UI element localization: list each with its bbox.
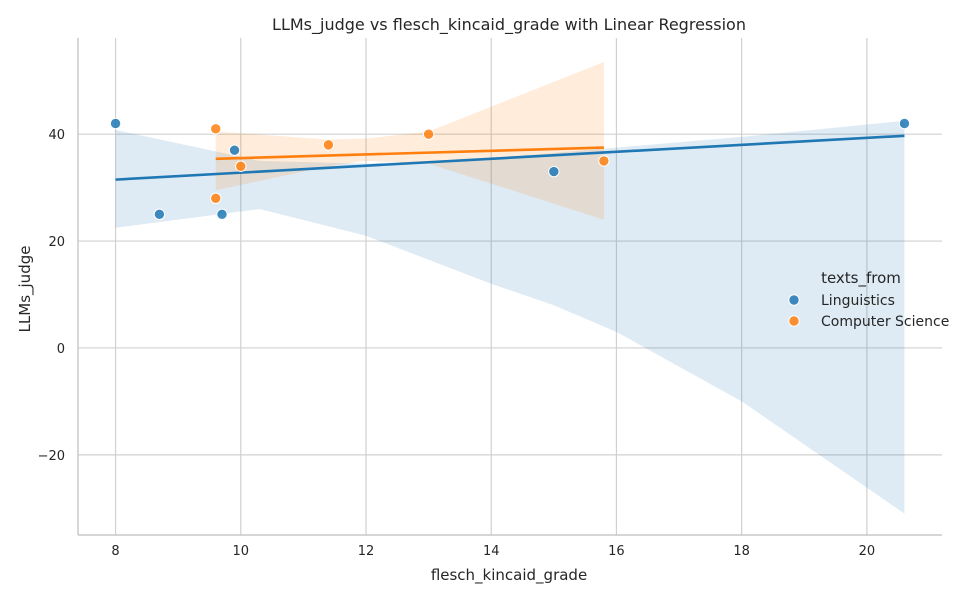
x-tick-label: 20 <box>859 544 876 559</box>
x-tick-label: 12 <box>358 544 375 559</box>
tick-labels: 8 10 12 14 16 18 20 −20 0 20 40 <box>38 128 876 559</box>
axes-spines <box>77 38 942 536</box>
grid-layer <box>78 38 942 535</box>
scatter-points <box>109 117 911 221</box>
x-tick-label: 14 <box>483 544 500 559</box>
linguistics-legend-label: Linguistics <box>821 293 895 309</box>
chart-title: LLMs_judge vs flesch_kincaid_grade with … <box>272 15 746 35</box>
linguistics-point <box>898 117 911 130</box>
regression-lines <box>115 134 905 181</box>
y-tick-label: 40 <box>48 128 65 143</box>
computer-science-regression-line <box>215 146 604 161</box>
linguistics-regression-line <box>115 134 905 181</box>
y-tick-label: 20 <box>48 235 65 250</box>
computer-science-legend-marker <box>788 315 800 327</box>
legend: texts_from Linguistics Computer Science <box>788 269 949 330</box>
computer-science-point <box>322 139 335 151</box>
y-tick-label: 0 <box>57 342 65 357</box>
computer-science-point <box>598 155 610 167</box>
computer-science-point <box>235 160 247 172</box>
confidence-bands <box>115 62 905 514</box>
computer-science-confidence-band <box>215 62 604 220</box>
computer-science-point <box>422 128 435 140</box>
x-tick-label: 10 <box>233 544 250 559</box>
linguistics-legend-marker <box>788 294 800 306</box>
linguistics-point <box>153 208 166 221</box>
y-tick-label: −20 <box>38 449 65 464</box>
computer-science-point <box>210 192 222 205</box>
legend-title: texts_from <box>821 269 901 288</box>
linguistics-point <box>216 208 228 221</box>
linguistics-point <box>109 117 122 130</box>
linguistics-point <box>548 165 560 178</box>
linguistics-confidence-band <box>115 120 905 514</box>
x-tick-label: 8 <box>111 544 119 559</box>
computer-science-legend-label: Computer Science <box>821 314 949 330</box>
linguistics-point <box>228 144 241 156</box>
computer-science-point <box>210 123 222 135</box>
x-tick-label: 16 <box>608 544 625 559</box>
x-tick-label: 18 <box>733 544 750 559</box>
x-axis-label: flesch_kincaid_grade <box>431 566 587 585</box>
y-axis-label: LLMs_judge <box>16 246 35 333</box>
